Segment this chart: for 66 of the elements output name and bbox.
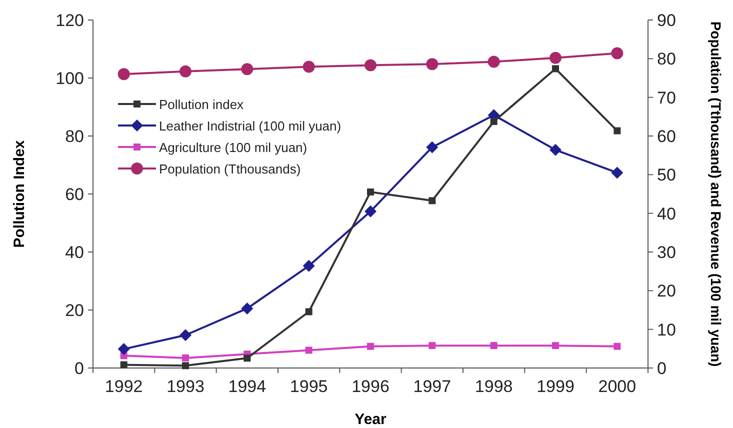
point <box>364 205 376 218</box>
point <box>426 141 438 154</box>
point <box>180 329 192 342</box>
x-tick-label: 1995 <box>290 377 328 396</box>
point <box>428 342 436 350</box>
point <box>244 354 251 362</box>
point <box>367 342 374 350</box>
point <box>488 56 500 68</box>
point <box>490 342 498 350</box>
point <box>180 65 192 78</box>
x-tick-label: 1993 <box>166 377 204 396</box>
x-tick-label: 1994 <box>228 377 266 396</box>
point <box>550 144 562 156</box>
point <box>241 302 254 314</box>
y-tick-label: 80 <box>65 127 84 146</box>
x-tick-label: 1992 <box>104 377 143 396</box>
y2-tick-label: 60 <box>657 127 676 146</box>
y2-tick-label: 20 <box>657 282 676 301</box>
y-tick-label: 120 <box>56 11 84 30</box>
y-tick-label: 40 <box>65 243 84 262</box>
point <box>611 166 624 179</box>
point <box>182 354 189 362</box>
point <box>305 308 312 316</box>
point <box>302 60 315 73</box>
point <box>614 342 621 350</box>
y-tick-label: 60 <box>65 185 84 204</box>
point <box>120 361 128 368</box>
point <box>305 346 312 354</box>
legend-label: Population (Tthousands) <box>159 162 301 176</box>
point <box>118 343 130 356</box>
y2-tick-label: 40 <box>657 204 676 224</box>
point <box>428 197 436 204</box>
y2-tick-label: 80 <box>657 50 676 69</box>
point <box>302 260 315 272</box>
legend-label: Leather Indistrial (100 mil yuan) <box>159 118 342 134</box>
point <box>241 63 254 76</box>
point <box>364 59 376 72</box>
x-tick-label: 1999 <box>536 377 574 396</box>
y2-tick-label: 90 <box>657 11 676 30</box>
x-axis-title: Year <box>354 411 387 428</box>
x-tick-label: 1996 <box>352 377 390 396</box>
point <box>552 342 559 350</box>
y2-tick-label: 30 <box>657 243 676 262</box>
y-tick-label: 0 <box>74 359 84 378</box>
x-tick-label: 1997 <box>413 377 452 396</box>
y-tick-label: 100 <box>56 69 84 88</box>
point <box>552 65 559 72</box>
y2-tick-label: 10 <box>657 320 676 340</box>
x-tick-label: 1998 <box>474 377 513 396</box>
y-axis-title: Pollution Index <box>11 140 28 248</box>
x-tick-label: 2000 <box>598 377 636 396</box>
point <box>550 52 562 64</box>
legend-label: Agriculture (100 mil yuan) <box>159 140 308 155</box>
point <box>611 47 624 60</box>
y2-tick-label: 70 <box>657 88 676 108</box>
point <box>182 362 189 370</box>
y2-tick-label: 50 <box>657 166 676 185</box>
y-tick-label: 20 <box>65 301 84 320</box>
point <box>426 58 438 70</box>
point <box>490 118 498 125</box>
point <box>614 127 621 134</box>
y2-axis-title: Population (Tthousand) and Revenue (100 mil yuan) <box>708 21 724 367</box>
legend-label: Pollution index <box>159 97 244 112</box>
y2-tick-label: 0 <box>657 359 666 378</box>
point <box>367 188 374 196</box>
point <box>118 68 130 80</box>
